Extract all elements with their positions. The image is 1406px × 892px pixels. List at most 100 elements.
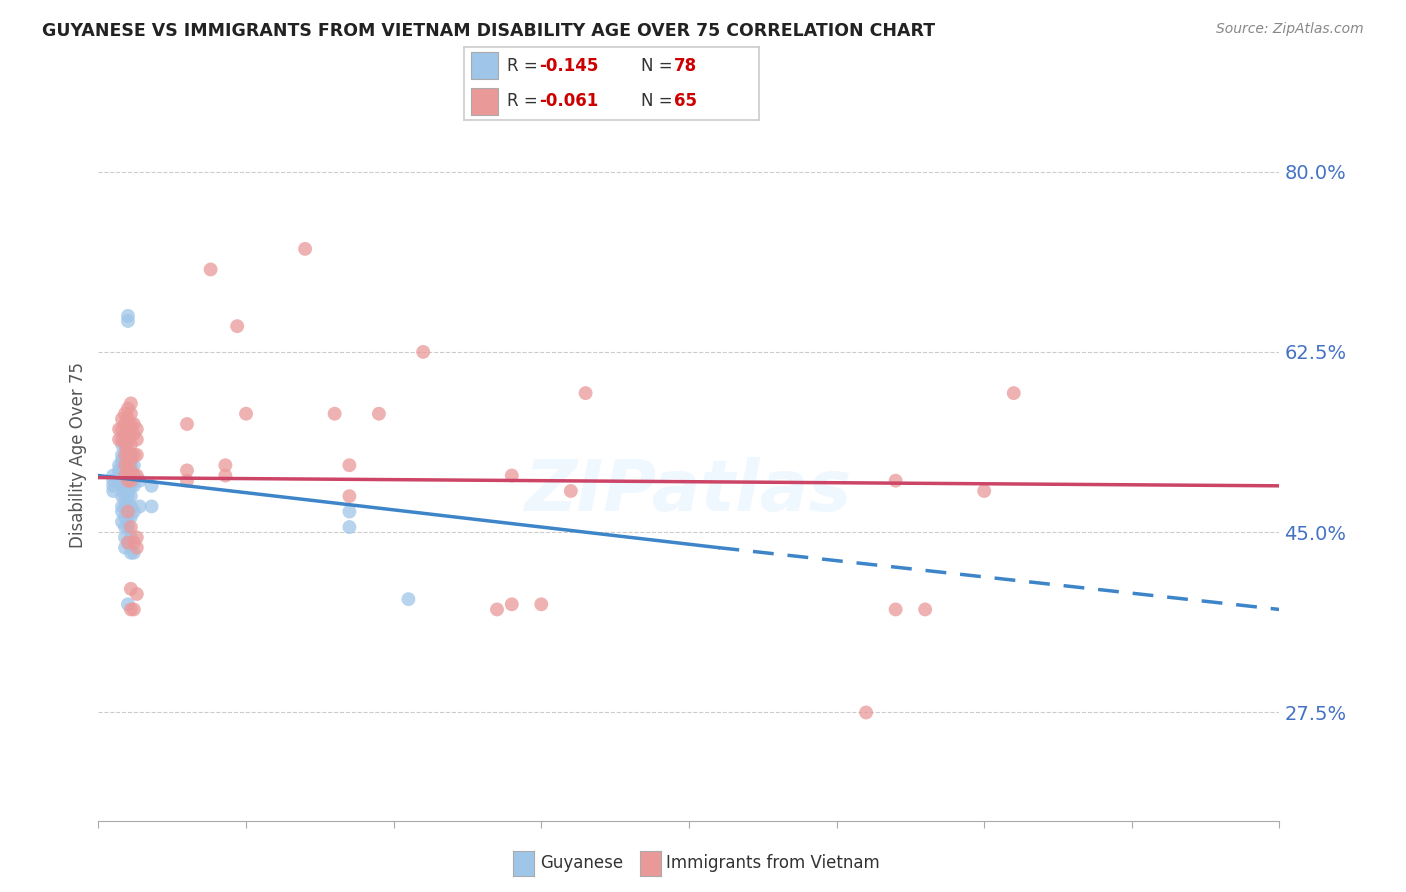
Point <box>117 453 139 467</box>
Text: N =: N = <box>641 57 678 75</box>
Point <box>120 407 142 421</box>
Point <box>114 417 136 431</box>
Point <box>122 417 145 431</box>
Point <box>111 422 134 436</box>
Point <box>128 474 150 488</box>
Point <box>108 463 131 477</box>
Point <box>114 427 136 442</box>
Point <box>117 433 139 447</box>
Point <box>141 479 163 493</box>
Point <box>200 262 222 277</box>
Point <box>122 546 145 560</box>
Point <box>117 474 139 488</box>
Point <box>103 474 125 488</box>
Point <box>339 458 361 473</box>
Text: -0.061: -0.061 <box>540 93 599 111</box>
Point <box>111 474 134 488</box>
Point <box>1002 386 1025 401</box>
Point <box>120 602 142 616</box>
Point <box>117 535 139 549</box>
Point <box>111 500 134 514</box>
Point <box>103 468 125 483</box>
Point <box>120 520 142 534</box>
Point <box>114 458 136 473</box>
Point <box>339 489 361 503</box>
Point <box>108 468 131 483</box>
Point <box>125 468 148 483</box>
Point <box>214 458 236 473</box>
Point <box>111 463 134 477</box>
Point <box>111 515 134 529</box>
Point <box>111 489 134 503</box>
Point <box>108 474 131 488</box>
Point <box>120 474 142 488</box>
Point <box>884 602 907 616</box>
Point <box>501 597 523 611</box>
Text: R =: R = <box>506 93 543 111</box>
Point <box>575 386 598 401</box>
Point <box>120 417 142 431</box>
Point <box>117 463 139 477</box>
Point <box>114 509 136 524</box>
Point <box>122 458 145 473</box>
Point <box>339 505 361 519</box>
Point <box>120 468 142 483</box>
Point <box>117 520 139 534</box>
Point <box>117 597 139 611</box>
Point <box>122 427 145 442</box>
Bar <box>471 88 498 114</box>
Point <box>122 468 145 483</box>
Point <box>884 474 907 488</box>
Point <box>117 458 139 473</box>
Point <box>120 489 142 503</box>
Point <box>114 489 136 503</box>
Point <box>122 448 145 462</box>
Point <box>117 412 139 426</box>
Point <box>560 483 582 498</box>
Point <box>120 453 142 467</box>
Bar <box>471 53 498 78</box>
Point <box>214 468 236 483</box>
Point <box>103 479 125 493</box>
Point <box>114 458 136 473</box>
Point <box>111 505 134 519</box>
Point <box>914 602 936 616</box>
Point <box>114 437 136 451</box>
Point <box>117 500 139 514</box>
Point <box>111 468 134 483</box>
Point <box>117 535 139 549</box>
Point <box>114 520 136 534</box>
Point <box>120 396 142 410</box>
Point <box>398 592 420 607</box>
Point <box>114 468 136 483</box>
Text: GUYANESE VS IMMIGRANTS FROM VIETNAM DISABILITY AGE OVER 75 CORRELATION CHART: GUYANESE VS IMMIGRANTS FROM VIETNAM DISA… <box>42 22 935 40</box>
Point <box>108 422 131 436</box>
Point <box>117 422 139 436</box>
Text: 65: 65 <box>673 93 696 111</box>
Point <box>114 437 136 451</box>
Point <box>111 453 134 467</box>
Point <box>120 427 142 442</box>
Point <box>141 500 163 514</box>
Point <box>111 479 134 493</box>
Text: R =: R = <box>506 57 543 75</box>
Point <box>114 468 136 483</box>
Point <box>973 483 995 498</box>
Text: Source: ZipAtlas.com: Source: ZipAtlas.com <box>1216 22 1364 37</box>
Point <box>117 401 139 416</box>
Point <box>120 474 142 488</box>
Point <box>120 500 142 514</box>
Point <box>114 427 136 442</box>
Point <box>120 448 142 462</box>
Point <box>122 474 145 488</box>
Point <box>176 474 198 488</box>
Point <box>117 509 139 524</box>
Point <box>117 489 139 503</box>
Point <box>117 474 139 488</box>
Text: Guyanese: Guyanese <box>540 855 623 872</box>
Point <box>120 546 142 560</box>
Point <box>117 483 139 498</box>
Point <box>117 453 139 467</box>
Point <box>120 582 142 596</box>
Point <box>122 535 145 549</box>
